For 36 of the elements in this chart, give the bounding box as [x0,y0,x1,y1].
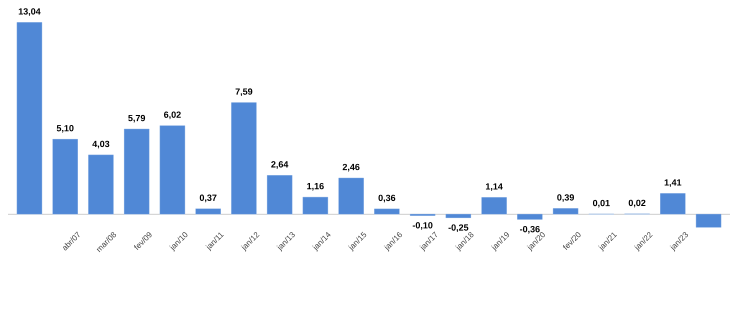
bar [481,197,507,214]
data-label: 1,41 [664,179,682,187]
data-label: 13,04 [18,8,41,16]
data-label: 5,10 [56,125,74,133]
data-label: 1,16 [307,182,324,191]
data-label: 6,02 [164,111,181,120]
bar [160,125,186,214]
data-label: 2,64 [271,161,288,169]
data-label: -0,36 [520,226,540,234]
bar [88,154,114,214]
data-label: -0,10 [412,222,432,230]
data-label: 4,03 [92,140,110,148]
data-label: 5,79 [128,114,146,123]
bar [552,208,578,214]
bar [338,178,364,214]
bar [302,196,328,214]
bar [266,175,292,214]
data-label: 2,46 [342,164,360,172]
bar [696,214,722,228]
bar [517,214,543,220]
bar [660,193,686,214]
bar [231,102,257,214]
bar [195,208,221,214]
data-label: 1,14 [486,183,503,191]
data-label: 0,37 [200,194,216,202]
data-label: -0,25 [448,224,468,232]
data-label: 7,59 [236,88,252,96]
data-label: 0,01 [592,200,610,208]
bar [124,128,150,214]
data-label: 0,02 [628,200,646,208]
data-label: 0,36 [378,194,396,202]
bar [374,208,400,214]
bar [446,214,472,218]
bar [52,138,78,214]
bar [16,22,42,214]
data-label: 0,39 [557,194,574,202]
